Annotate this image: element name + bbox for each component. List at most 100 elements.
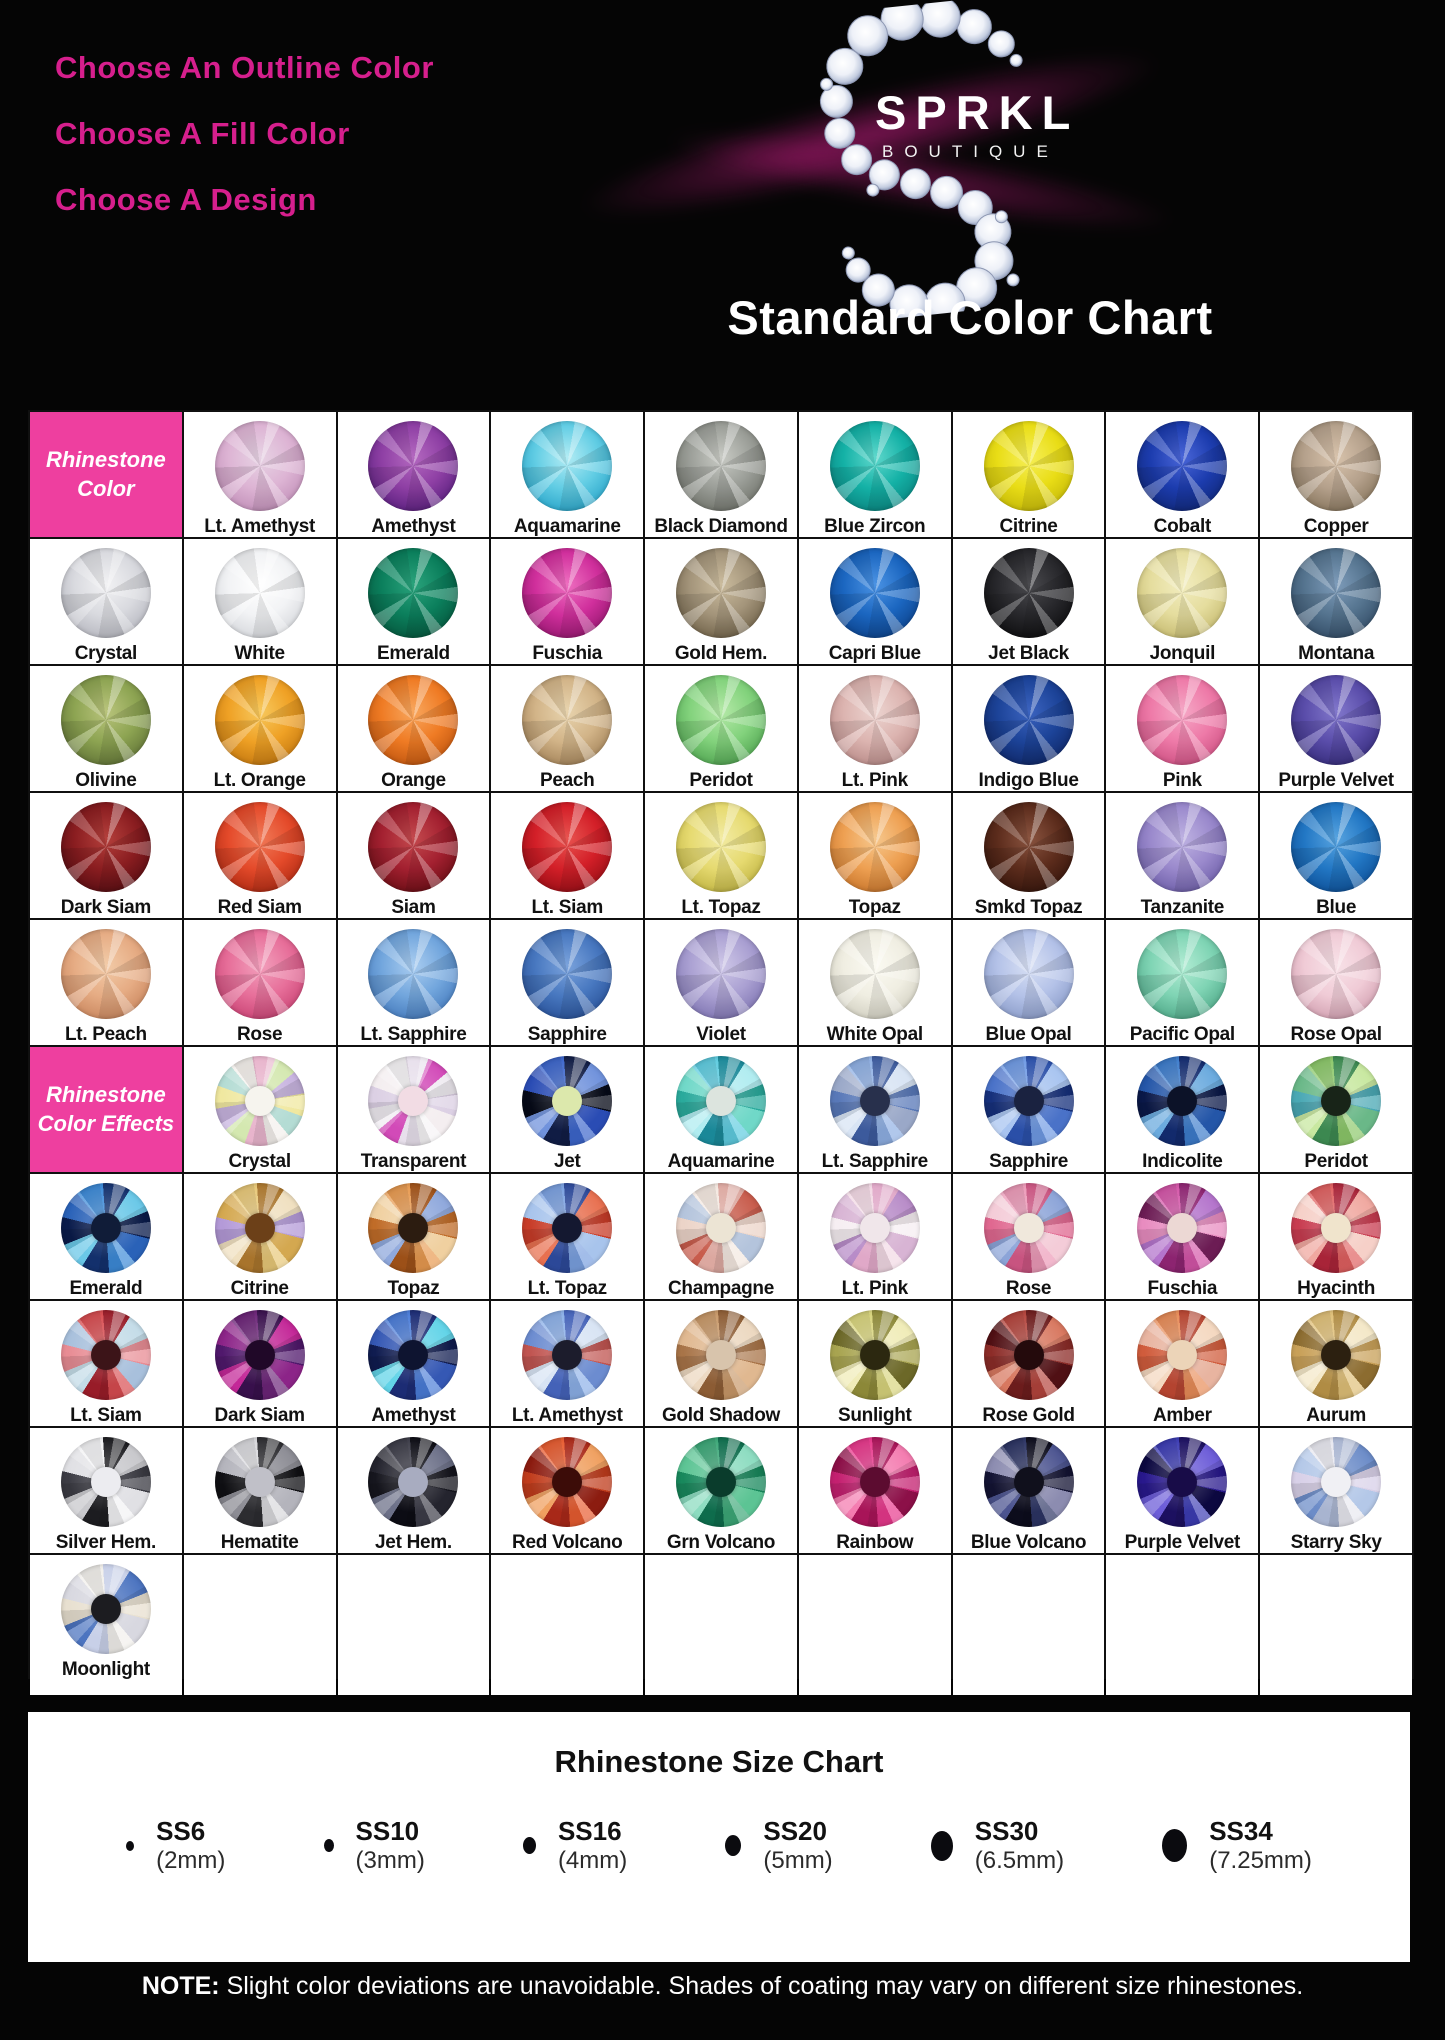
color-name-label: Citrine — [230, 1278, 289, 1299]
color-name-label: Sapphire — [527, 1024, 607, 1045]
color-cell: Hematite — [183, 1428, 336, 1553]
rhinestone-swatch — [1291, 802, 1382, 892]
size-chart-panel: Rhinestone Size Chart SS6 (2mm) SS10 (3mm) S… — [28, 1712, 1410, 1962]
rhinestone-swatch — [214, 1310, 305, 1400]
size-code: SS6 — [156, 1816, 206, 1846]
color-cell: Indigo Blue — [952, 666, 1105, 791]
gem-center-dot — [244, 1086, 275, 1116]
color-name-label: Peach — [539, 770, 595, 791]
gem-center-dot — [1013, 1467, 1044, 1497]
rhinestone-color-table: Rhinestone Color Lt. Amethyst Amethyst Aquam… — [28, 410, 1414, 1695]
rhinestone-swatch — [368, 1437, 459, 1527]
color-cell: Topaz — [798, 793, 951, 918]
gem-center-dot — [244, 1213, 275, 1243]
gem-center-dot — [552, 1086, 583, 1116]
color-name-label: Transparent — [360, 1151, 467, 1172]
rhinestone-swatch — [1291, 1183, 1382, 1273]
color-name-label: Jet Black — [988, 643, 1069, 664]
color-cell: Peridot — [1260, 1047, 1412, 1172]
rhinestone-swatch — [983, 421, 1074, 511]
rhinestone-swatch — [1291, 929, 1382, 1019]
color-name-label: Grn Volcano — [666, 1532, 776, 1553]
color-name-label: Lt. Pink — [841, 1278, 909, 1299]
color-cell: Amber — [1106, 1301, 1259, 1426]
rhinestone-swatch — [1291, 1437, 1382, 1527]
color-cell: Lt. Peach — [30, 920, 182, 1045]
gem-center-dot — [398, 1340, 429, 1370]
page-title: Standard Color Chart — [727, 291, 1213, 344]
color-cell: Red Siam — [183, 793, 336, 918]
gem-center-dot — [398, 1213, 429, 1243]
color-cell: Fuschia — [491, 539, 644, 664]
color-name-label: Olivine — [75, 770, 137, 791]
rhinestone-swatch — [675, 675, 766, 765]
color-name-label: Rose Opal — [1290, 1024, 1382, 1045]
rhinestone-swatch — [60, 1564, 151, 1654]
color-cell: Lt. Orange — [183, 666, 336, 791]
color-name-label: Hematite — [220, 1532, 299, 1553]
color-cell: Amethyst — [337, 412, 490, 537]
color-cell: Lt. Sapphire — [337, 920, 490, 1045]
rhinestone-swatch — [1137, 1310, 1228, 1400]
gem-center-dot — [552, 1213, 583, 1243]
rhinestone-swatch — [522, 1437, 613, 1527]
color-cell: Lt. Pink — [798, 1174, 951, 1299]
color-cell: Aquamarine — [645, 1047, 797, 1172]
color-cell: Gold Shadow — [645, 1301, 797, 1426]
rhinestone-swatch — [829, 1056, 920, 1146]
color-name-label: Pink — [1162, 770, 1202, 791]
size-dot — [522, 1837, 536, 1855]
gem-center-dot — [398, 1086, 429, 1116]
rhinestone-swatch — [522, 802, 613, 892]
color-cell: Silver Hem. — [30, 1428, 182, 1553]
rhinestone-swatch — [60, 675, 151, 765]
color-name-label: Topaz — [387, 1278, 440, 1299]
color-name-label: Citrine — [999, 516, 1058, 537]
color-cell: Lt. Amethyst — [491, 1301, 644, 1426]
gem-center-dot — [244, 1467, 275, 1497]
size-code: SS30 — [974, 1816, 1039, 1846]
color-cell: Blue Volcano — [952, 1428, 1105, 1553]
rhinestone-swatch — [983, 548, 1074, 638]
color-name-label: Aquamarine — [667, 1151, 775, 1172]
rhinestone-swatch — [829, 421, 920, 511]
color-name-label: Jonquil — [1149, 643, 1216, 664]
choose-heading: Choose A Design — [55, 182, 317, 217]
rhinestone-swatch — [675, 802, 766, 892]
color-name-label: Rose — [237, 1024, 283, 1045]
color-cell: Lt. Topaz — [491, 1174, 644, 1299]
color-name-label: Lt. Topaz — [681, 897, 761, 918]
rhinestone-swatch — [983, 675, 1074, 765]
section-header-cell: Rhinestone Color — [30, 412, 182, 537]
gem-center-dot — [398, 1467, 429, 1497]
size-code: SS10 — [355, 1816, 420, 1846]
gem-center-dot — [705, 1340, 736, 1370]
brand-subtitle: BOUTIQUE — [882, 142, 1059, 161]
empty-cell — [1106, 1555, 1259, 1695]
rhinestone-swatch — [214, 1437, 305, 1527]
color-name-label: Jet Hem. — [375, 1532, 452, 1553]
color-cell: Amethyst — [337, 1301, 490, 1426]
size-entry: SS16 (4mm) — [522, 1816, 627, 1874]
color-cell: Jonquil — [1106, 539, 1259, 664]
color-name-label: Jet — [553, 1151, 581, 1172]
rhinestone-swatch — [1291, 675, 1382, 765]
gem-center-dot — [1167, 1086, 1198, 1116]
color-cell: Crystal — [183, 1047, 336, 1172]
rhinestone-swatch — [829, 1183, 920, 1273]
color-name-label: Purple Velvet — [1124, 1532, 1241, 1553]
gem-center-dot — [1321, 1340, 1352, 1370]
color-name-label: Crystal — [228, 1151, 291, 1172]
rhinestone-swatch — [214, 1056, 305, 1146]
color-cell: Rose Opal — [1260, 920, 1412, 1045]
color-cell: Emerald — [337, 539, 490, 664]
gem-center-dot — [1321, 1213, 1352, 1243]
footer-note: NOTE: Slight color deviations are unavoi… — [0, 1972, 1445, 2001]
color-cell: White Opal — [798, 920, 951, 1045]
rhinestone-swatch — [522, 1310, 613, 1400]
color-name-label: Gold Shadow — [661, 1405, 781, 1426]
rhinestone-swatch — [368, 675, 459, 765]
rhinestone-swatch — [214, 675, 305, 765]
rhinestone-swatch — [1137, 929, 1228, 1019]
color-name-label: Gold Hem. — [674, 643, 768, 664]
